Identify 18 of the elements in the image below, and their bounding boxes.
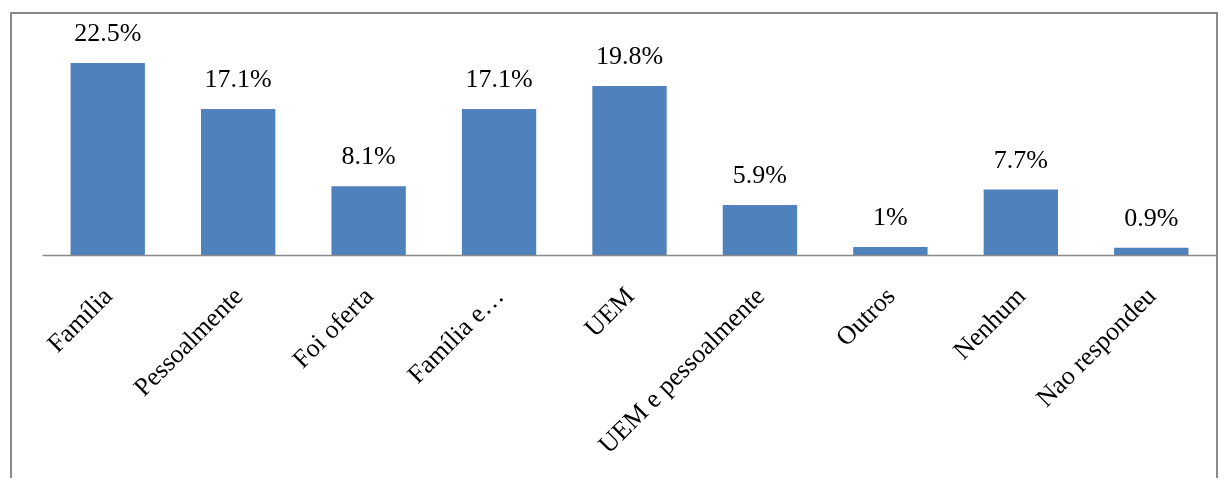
data-label: 1% xyxy=(873,201,908,231)
bar xyxy=(983,189,1059,256)
bar xyxy=(1114,247,1189,256)
bar xyxy=(70,62,145,256)
data-label: 5.9% xyxy=(732,159,788,189)
bar xyxy=(331,186,406,256)
bar xyxy=(722,204,798,256)
bar xyxy=(461,109,537,256)
bar xyxy=(200,109,276,256)
data-label: 7.7% xyxy=(993,144,1048,174)
bar xyxy=(592,85,667,256)
bar xyxy=(853,246,928,256)
data-label: 17.1% xyxy=(465,64,533,94)
data-label: 17.1% xyxy=(204,64,272,94)
data-label: 22.5% xyxy=(74,17,142,47)
data-label: 8.1% xyxy=(341,141,396,171)
data-label: 19.8% xyxy=(595,40,664,70)
data-label: 0.9% xyxy=(1124,202,1179,232)
